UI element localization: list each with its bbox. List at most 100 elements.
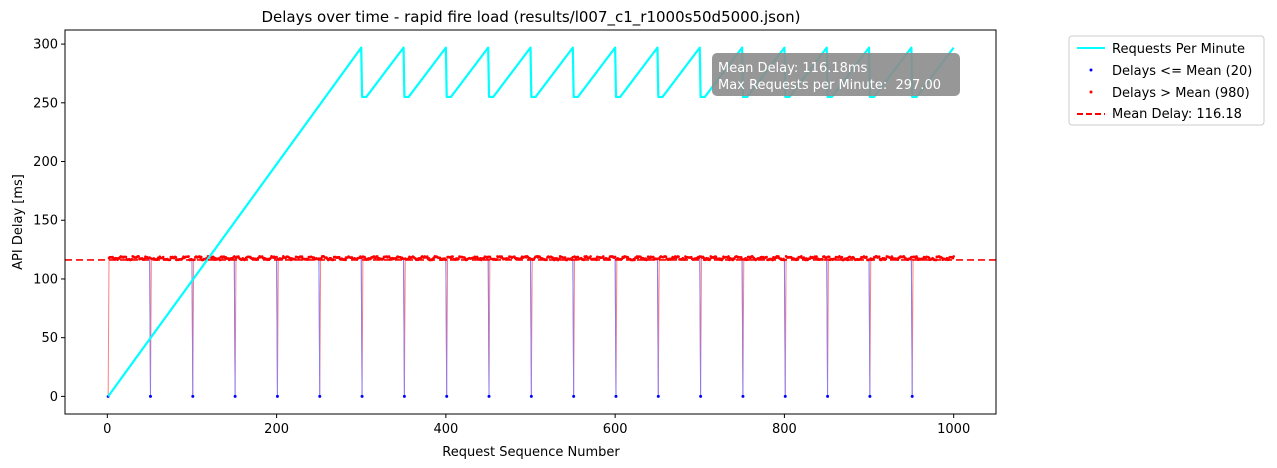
high-delay-point [187, 255, 190, 258]
low-delay-point [445, 394, 449, 398]
y-tick-label: 150 [33, 214, 58, 229]
low-delay-point [572, 394, 576, 398]
legend-label-high-delays: Delays > Mean (980) [1112, 86, 1250, 101]
annotation-max-rpm: Max Requests per Minute: 297.00 [718, 78, 941, 93]
high-delay-point [915, 256, 919, 260]
x-axis-label: Request Sequence Number [442, 445, 620, 460]
high-delay-point [576, 255, 580, 259]
low-delay-point [741, 394, 745, 398]
high-delay-point [952, 255, 955, 258]
high-delay-point [199, 255, 203, 259]
high-delay-point [633, 258, 636, 262]
low-delay-point [910, 394, 914, 398]
legend-label-mean: Mean Delay: 116.18 [1112, 107, 1242, 122]
x-tick-label: 1000 [937, 422, 970, 437]
high-delay-point [877, 255, 881, 258]
high-delay-point [739, 256, 743, 259]
annotation-mean-delay: Mean Delay: 116.18ms [718, 61, 868, 76]
high-delay-point [721, 257, 724, 261]
low-delay-point [699, 394, 703, 398]
high-delay-point [896, 258, 900, 262]
legend-marker-high-delays [1089, 90, 1093, 94]
y-tick-label: 250 [33, 96, 58, 111]
delay-drop-segment [403, 258, 405, 397]
delay-drop-segment [868, 259, 871, 397]
high-delay-point [232, 255, 236, 258]
chart-title: Delays over time - rapid fire load (resu… [261, 8, 800, 27]
legend-label-low-delays: Delays <= Mean (20) [1112, 64, 1252, 79]
delay-drop-segment [572, 257, 575, 397]
y-tick-label: 50 [41, 331, 58, 346]
high-delay-point [457, 257, 460, 261]
legend-label-requests: Requests Per Minute [1112, 42, 1245, 57]
high-delay-point [727, 255, 730, 258]
legend: Requests Per Minute Delays <= Mean (20) … [1068, 35, 1265, 126]
high-delay-point [193, 258, 196, 262]
high-delay-point [300, 255, 304, 258]
x-tick-label: 400 [433, 422, 458, 437]
delay-drop-segment [826, 257, 829, 397]
requests-per-minute-line [107, 46, 955, 398]
high-delay-point [840, 255, 844, 259]
high-delay-point [376, 255, 379, 258]
high-delay-point [909, 257, 912, 261]
y-tick-label: 300 [33, 38, 58, 53]
legend-marker-low-delays [1089, 68, 1093, 72]
plot-area [65, 46, 996, 398]
x-tick-label: 600 [603, 422, 628, 437]
low-delay-point [191, 394, 195, 398]
high-delay-point [425, 255, 429, 258]
delay-drop-segment [656, 258, 659, 397]
low-delay-point [402, 394, 406, 398]
high-delay-point [601, 255, 605, 258]
high-delay-point [563, 256, 567, 259]
x-axis: 0 200 400 600 800 1000 [103, 414, 970, 437]
delay-drop-segment [783, 260, 786, 397]
high-delay-point [677, 255, 680, 258]
delay-drop-segment [149, 257, 151, 397]
delay-drop-segment [699, 256, 702, 397]
x-tick-label: 800 [772, 422, 797, 437]
high-delay-point [387, 255, 391, 258]
y-tick-label: 200 [33, 155, 58, 170]
high-delay-point [545, 258, 548, 262]
x-tick-label: 0 [103, 422, 111, 437]
delay-drop-segment [276, 257, 278, 397]
plot-frame [64, 29, 997, 415]
high-delay-point [890, 255, 894, 258]
y-tick-label: 0 [50, 390, 58, 405]
y-tick-label: 100 [33, 272, 58, 287]
high-delay-point [733, 257, 736, 261]
y-axis: 0 50 100 150 200 250 300 [33, 38, 65, 405]
low-delay-point [529, 394, 533, 398]
delay-drop-segment [487, 256, 490, 397]
low-delay-point [148, 394, 152, 398]
low-delay-point [275, 394, 279, 398]
low-delay-point [656, 394, 660, 398]
low-delay-point [318, 394, 322, 398]
legend-frame [1068, 35, 1265, 126]
high-delay-point [613, 255, 617, 259]
low-delay-point [233, 394, 237, 398]
delay-drop-segment [530, 258, 532, 397]
low-delay-point [826, 394, 830, 398]
high-delay-point [821, 258, 824, 261]
high-delay-point [137, 255, 140, 258]
x-tick-label: 200 [264, 422, 289, 437]
low-delay-point [783, 394, 787, 398]
delay-drop-segment [741, 259, 744, 397]
delay-drop-segment [910, 257, 913, 397]
y-axis-label: API Delay [ms] [11, 174, 26, 270]
delay-drop-segment [318, 258, 321, 397]
high-delay-point [646, 258, 649, 261]
low-delay-point [614, 394, 618, 398]
low-delay-point [360, 394, 364, 398]
delay-drop-segment [614, 256, 617, 397]
high-delay-point [589, 255, 592, 258]
delay-drop-segment [445, 259, 448, 397]
high-delay-point [174, 256, 178, 259]
high-delay-point [124, 255, 128, 259]
high-delay-point [765, 255, 768, 259]
